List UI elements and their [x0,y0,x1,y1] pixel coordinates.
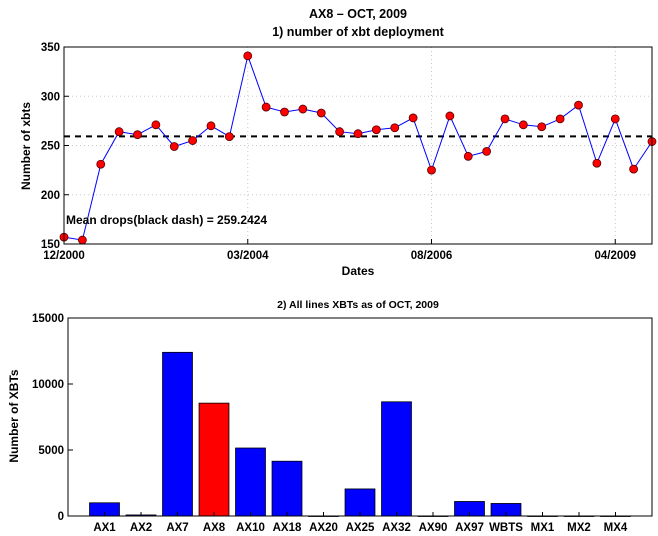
line-chart: AX8 – OCT, 2009 1) number of xbt deploym… [19,7,657,278]
y-axis-ticks: 0 5000 10000 15000 [32,313,73,523]
data-point [280,107,289,117]
y-tick-label: 200 [41,190,60,202]
data-point [188,136,198,145]
data-point [445,111,455,121]
data-point [537,122,547,132]
data-point [390,123,400,133]
data-point [610,114,620,124]
x-tick-label: AX25 [346,522,375,534]
x-tick-label: 03/2004 [227,250,269,262]
data-point [133,130,142,140]
data-point [114,127,124,137]
x-tick-label: AX20 [309,522,338,534]
plot-frame [63,46,653,245]
data-point [169,142,179,151]
y-tick-label: 10000 [32,379,64,391]
x-tick-label: AX10 [236,522,265,534]
data-point [224,132,234,142]
chart-title: AX8 – OCT, 2009 [309,7,407,21]
x-tick-label: 12/2000 [43,250,85,262]
x-tick-label: AX2 [130,522,152,534]
bar-ax18 [271,460,303,517]
y-axis-label: Number of XBTs [7,369,21,462]
data-point [592,158,602,168]
data-point [482,147,492,156]
bars [89,351,631,517]
x-tick-label: AX7 [166,522,188,534]
bar-ax10 [235,447,266,517]
bar-ax32 [381,401,412,517]
x-tick-label: WBTS [489,522,523,534]
y-tick-label: 0 [58,511,64,523]
y-tick-label: 300 [41,91,60,103]
data-point [316,108,326,118]
x-axis-ticks: 12/2000 03/2004 08/2006 04/2009 [43,239,636,262]
data-point [629,164,639,174]
data-point [261,102,271,112]
data-point [151,120,161,130]
data-point [574,100,583,110]
data-point [298,104,308,114]
y-tick-label: 5000 [38,445,64,457]
x-tick-label: 04/2009 [594,250,636,262]
x-axis-ticks: AX1 AX2 AX7 AX8 AX10 AX18 AX20 AX25 AX32 AX90 AX97… [93,512,628,534]
data-point [243,51,253,61]
data-point [335,127,345,137]
y-tick-label: 15000 [32,313,64,325]
y-axis-ticks: 150 200 250 300 350 [41,42,69,251]
x-tick-label: AX90 [419,522,448,534]
x-tick-label: AX18 [273,522,302,534]
chart-subtitle: 1) number of xbt deployment [272,25,444,39]
data-point [353,129,363,139]
bar-ax25 [344,488,376,517]
x-axis-label: Dates [342,264,375,278]
y-axis-label: Number of xbts [19,102,33,190]
data-point [408,113,418,123]
chart-title: 2) All lines XBTs as of OCT, 2009 [277,299,439,311]
x-tick-label: MX4 [604,522,628,534]
bar-ax7 [162,351,193,517]
x-tick-label: AX8 [203,522,226,534]
data-point [518,120,528,130]
x-tick-label: AX32 [382,522,411,534]
y-tick-label: 350 [41,42,60,54]
data-point [555,114,565,124]
x-tick-label: MX1 [531,522,555,534]
bar-ax8 [198,402,230,517]
data-point [77,235,87,245]
data-point [500,114,510,124]
data-point [96,159,106,169]
plot-frame [67,317,653,517]
x-tick-label: AX97 [455,522,484,534]
y-tick-label: 250 [41,141,60,153]
mean-annotation: Mean drops(black dash) = 259.2424 [66,213,267,227]
data-point [371,125,381,135]
y-tick-label: 150 [41,239,60,251]
data-point [206,121,216,131]
data-point [463,151,473,161]
data-points [59,51,657,245]
x-tick-label: AX1 [93,522,116,534]
grid [64,47,652,244]
data-point [427,165,436,175]
x-tick-label: MX2 [567,522,591,534]
x-tick-label: 08/2006 [411,250,453,262]
bar-chart: 2) All lines XBTs as of OCT, 2009 0 5000 1… [7,299,653,534]
